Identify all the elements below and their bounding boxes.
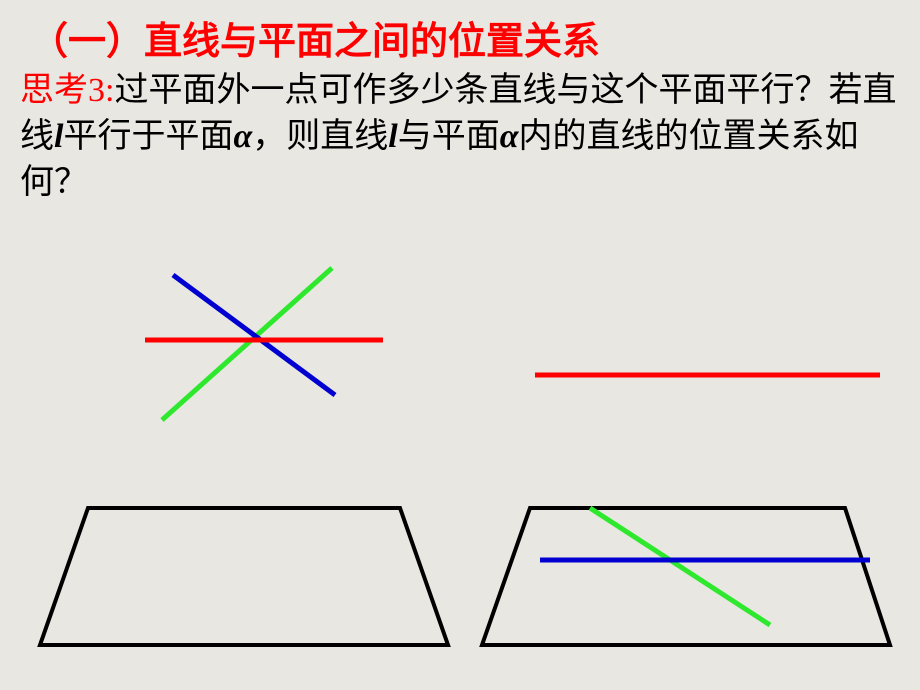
body-text-4: 与平面 — [398, 118, 500, 155]
plane-right — [482, 508, 890, 645]
topleft-line-green — [162, 268, 332, 420]
plane-left — [40, 508, 448, 645]
slide: （一）直线与平面之间的位置关系 思考3:过平面外一点可作多少条直线与这个平面平行… — [0, 0, 920, 690]
var-alpha-1: α — [233, 118, 252, 155]
var-l-2: l — [388, 118, 397, 155]
question-body: 思考3:过平面外一点可作多少条直线与这个平面平行？若直线l平行于平面α，则直线l… — [20, 68, 900, 206]
topleft-line-blue — [173, 275, 335, 395]
body-text-2: 平行于平面 — [63, 118, 233, 155]
diagram-svg — [0, 260, 920, 690]
diagram-area — [0, 260, 920, 690]
body-text-3: ，则直线 — [252, 118, 388, 155]
plane-right-line-green — [590, 508, 770, 625]
question-prefix: 思考3: — [20, 72, 114, 109]
var-alpha-2: α — [500, 118, 519, 155]
section-title: （一）直线与平面之间的位置关系 — [30, 10, 600, 65]
